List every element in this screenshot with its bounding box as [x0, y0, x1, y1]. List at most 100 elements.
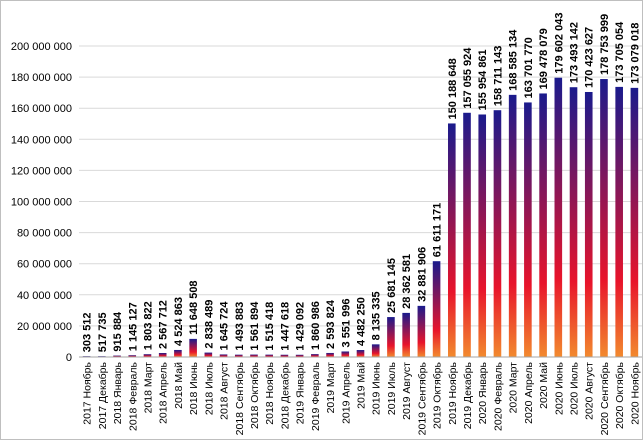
bar — [508, 94, 517, 358]
x-tick-label: 2018 Май — [173, 362, 185, 409]
x-tick-label: 2019 Ноябрь — [447, 361, 459, 424]
y-tick-label: 80 000 000 — [17, 228, 72, 240]
y-tick-label: 200 000 000 — [11, 41, 72, 53]
bar — [371, 344, 380, 357]
bar — [158, 353, 167, 357]
x-tick-label: 2018 Январь — [112, 361, 124, 424]
bar — [630, 87, 639, 358]
data-label: 3 551 996 — [340, 299, 352, 348]
x-tick-label: 2020 Июль — [569, 361, 581, 415]
x-tick-label: 2019 Апрель — [340, 361, 352, 423]
x-tick-label: 2020 Июнь — [553, 361, 565, 414]
data-label: 1 493 883 — [234, 302, 246, 351]
data-label: 173 705 054 — [614, 21, 626, 83]
data-label: 168 585 134 — [508, 29, 520, 91]
data-label: 4 524 863 — [173, 297, 185, 346]
x-tick-label: 2018 Июнь — [188, 361, 200, 414]
bar — [219, 354, 228, 357]
bar — [539, 93, 547, 358]
x-tick-label: 2019 Октябрь — [432, 361, 444, 429]
y-tick-label: 160 000 000 — [11, 103, 72, 115]
data-label: 28 362 581 — [401, 254, 413, 309]
bar — [204, 352, 213, 357]
data-label: 915 884 — [112, 311, 124, 352]
x-tick-label: 2018 Декабрь — [279, 361, 291, 429]
data-label: 173 493 142 — [569, 22, 581, 83]
data-label: 32 881 906 — [416, 247, 428, 302]
y-tick-label: 100 000 000 — [11, 197, 72, 209]
data-label: 4 482 250 — [356, 297, 368, 346]
data-label: 2 593 824 — [325, 299, 337, 349]
x-tick-label: 2019 Май — [356, 362, 368, 409]
data-label: 1 447 618 — [279, 302, 291, 351]
data-label: 150 188 648 — [447, 58, 459, 119]
y-axis-tick-labels: 0 20 000 000 40 000 000 60 000 000 80 000 00… — [11, 41, 72, 364]
data-label: 11 648 508 — [188, 280, 200, 334]
bar — [402, 312, 410, 357]
data-label: 2 567 712 — [158, 300, 170, 349]
data-label: 155 954 861 — [477, 49, 489, 110]
bar — [615, 86, 623, 357]
x-tick-label: 2019 Март — [325, 362, 337, 414]
data-label: 179 602 043 — [553, 13, 565, 74]
data-label: 163 701 770 — [523, 37, 535, 98]
bar — [311, 354, 319, 357]
y-tick-label: 40 000 000 — [17, 290, 72, 302]
bar — [432, 261, 441, 357]
bar — [280, 354, 289, 357]
data-label: 1 145 127 — [127, 302, 139, 351]
data-label: 1 803 822 — [142, 301, 154, 350]
data-label: 517 735 — [97, 312, 109, 352]
x-tick-label: 2019 Декабрь — [462, 361, 474, 429]
bar — [554, 77, 563, 358]
x-tick-label: 2019 Август — [401, 362, 413, 420]
bar — [478, 114, 487, 357]
x-tick-label: 2020 Февраль — [492, 361, 504, 430]
x-tick-label: 2020 Январь — [477, 361, 489, 424]
x-tick-label: 2020 Сентябрь — [599, 361, 611, 435]
bar — [189, 338, 197, 357]
x-tick-label: 2017 Ноябрь — [82, 361, 94, 424]
data-label: 1 860 986 — [310, 301, 322, 350]
bar — [417, 305, 426, 357]
data-labels: 303 512 517 735 915 884 1 145 127 1 803 822 2… — [82, 13, 642, 353]
x-tick-label: 2018 Февраль — [127, 361, 139, 430]
bar — [584, 91, 593, 357]
data-label: 158 711 143 — [492, 46, 504, 107]
y-tick-label: 60 000 000 — [17, 259, 72, 271]
bar — [265, 354, 274, 357]
bar — [250, 354, 258, 357]
bar — [326, 352, 334, 357]
bar — [463, 112, 471, 357]
data-label: 170 423 627 — [584, 27, 596, 88]
data-label: 1 561 894 — [249, 301, 261, 351]
data-label: 25 681 145 — [386, 258, 398, 313]
x-tick-label: 2020 Ноябрь — [629, 361, 641, 424]
bar — [569, 87, 578, 357]
x-tick-label: 2019 Сентябрь — [416, 361, 428, 435]
data-label: 8 135 335 — [371, 291, 383, 340]
y-tick-label: 20 000 000 — [17, 321, 72, 333]
data-label: 1 645 724 — [219, 301, 231, 351]
x-tick-label: 2018 Ноябрь — [264, 361, 276, 424]
bar — [524, 102, 532, 357]
x-tick-label: 2018 Сентябрь — [234, 361, 246, 435]
y-tick-label: 120 000 000 — [11, 165, 72, 177]
data-label: 178 753 999 — [599, 14, 611, 75]
bar — [174, 349, 182, 357]
bar — [234, 354, 243, 357]
x-tick-label: 2018 Июль — [203, 361, 215, 415]
x-tick-label: 2020 Апрель — [523, 361, 535, 423]
bar — [143, 354, 152, 357]
bar — [341, 351, 350, 357]
y-tick-label: 140 000 000 — [11, 134, 72, 146]
x-tick-label: 2020 Август — [584, 362, 596, 420]
data-label: 303 512 — [82, 312, 94, 352]
x-axis-tick-labels: 2017 Ноябрь 2017 Декабрь 2018 Январь 2018 Ф… — [82, 361, 642, 435]
bar — [447, 123, 456, 357]
y-tick-label: 180 000 000 — [11, 72, 72, 84]
bar — [128, 355, 137, 357]
bar — [356, 350, 365, 357]
